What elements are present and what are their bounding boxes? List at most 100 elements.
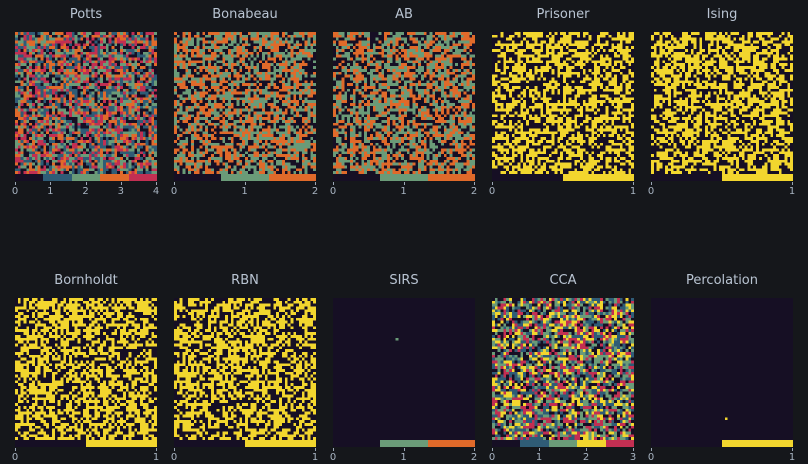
tick-label: 1 [400,186,407,197]
colorbar-segment [722,440,793,447]
tick-mark [333,448,334,451]
colorbar-segment [333,440,381,447]
colorbar-segment [722,174,793,181]
tick-label: 0 [329,186,337,197]
colorbar [492,174,634,181]
panel-title: Ising [706,7,738,22]
tick-label: 2 [582,452,590,463]
tick-label: 1 [400,452,407,463]
tick-mark [492,448,493,451]
tick-label: 3 [117,186,124,197]
tick-mark [50,182,52,185]
tick-mark [651,182,652,185]
panel-title: Potts [69,7,103,22]
tick-mark [244,182,246,185]
tick-label: 1 [47,186,54,197]
colorbar-segment [100,174,129,181]
colorbar [333,174,475,181]
colorbar-segment [577,440,606,447]
tick-mark [474,182,475,185]
heatmap-grid [333,32,475,174]
tick-mark [15,182,16,185]
tick-mark [492,182,493,185]
colorbar-segment [15,174,44,181]
tick-label: 1 [241,186,248,197]
tick-mark [315,448,316,451]
tick-mark [633,448,634,451]
colorbar-segment [174,174,222,181]
colorbar [174,440,316,447]
colorbar-segment [605,440,635,447]
tick-label: 2 [470,452,478,463]
panel-title: Percolation [685,273,758,288]
tick-label: 1 [788,186,796,197]
colorbar-segment [15,440,86,447]
colorbar-segment [520,440,549,447]
panel-title: Bornholdt [54,273,118,288]
heatmap-grid [651,32,793,174]
tick-label: 2 [311,186,319,197]
tick-label: 0 [488,186,496,197]
colorbar [15,174,158,181]
colorbar [174,174,316,181]
tick-mark [15,448,16,451]
tick-label: 2 [470,186,478,197]
colorbar-segment [221,174,269,181]
colorbar-segment [86,440,157,447]
colorbar-segment [333,174,381,181]
colorbar [492,440,635,447]
panel-title: CCA [549,273,577,288]
colorbar-segment [492,440,521,447]
tick-label: 0 [170,186,178,197]
colorbar-segment [268,174,316,181]
tick-mark [85,182,87,185]
tick-mark [586,448,587,451]
colorbar-segment [128,174,158,181]
tick-mark [403,448,405,451]
panel-title: Bonabeau [212,7,278,22]
heatmap-grid [15,32,157,174]
heatmap-grid [174,32,316,174]
colorbar-segment [548,440,578,447]
tick-label: 0 [11,186,19,197]
colorbar-segment [563,174,634,181]
tick-mark [333,182,334,185]
heatmap-grid [174,298,316,440]
tick-mark [315,182,316,185]
tick-mark [633,182,634,185]
tick-mark [403,182,405,185]
colorbar-segment [427,174,475,181]
colorbar-segment [492,174,563,181]
tick-label: 1 [788,452,796,463]
tick-mark [539,448,540,451]
colorbar [15,440,157,447]
panel-title: Prisoner [536,7,590,22]
tick-mark [792,448,793,451]
tick-mark [174,182,175,185]
colorbar [651,440,793,447]
tick-mark [120,182,122,185]
tick-mark [792,182,793,185]
tick-label: 2 [82,186,89,197]
tick-label: 0 [329,452,337,463]
colorbar [651,174,793,181]
heatmap-grid [492,298,634,440]
colorbar-segment [380,174,428,181]
heatmap-grid [333,298,475,440]
tick-label: 0 [647,186,655,197]
colorbar [333,440,475,447]
heatmap-grid [15,298,157,440]
panel-title: SIRS [389,273,419,288]
tick-label: 1 [629,186,637,197]
tick-label: 0 [11,452,19,463]
tick-label: 0 [170,452,178,463]
tick-mark [474,448,475,451]
tick-mark [156,448,157,451]
panel-title: RBN [231,273,259,288]
colorbar-segment [174,440,245,447]
tick-label: 3 [629,452,637,463]
tick-label: 0 [488,452,496,463]
tick-label: 1 [311,452,319,463]
colorbar-segment [245,440,316,447]
